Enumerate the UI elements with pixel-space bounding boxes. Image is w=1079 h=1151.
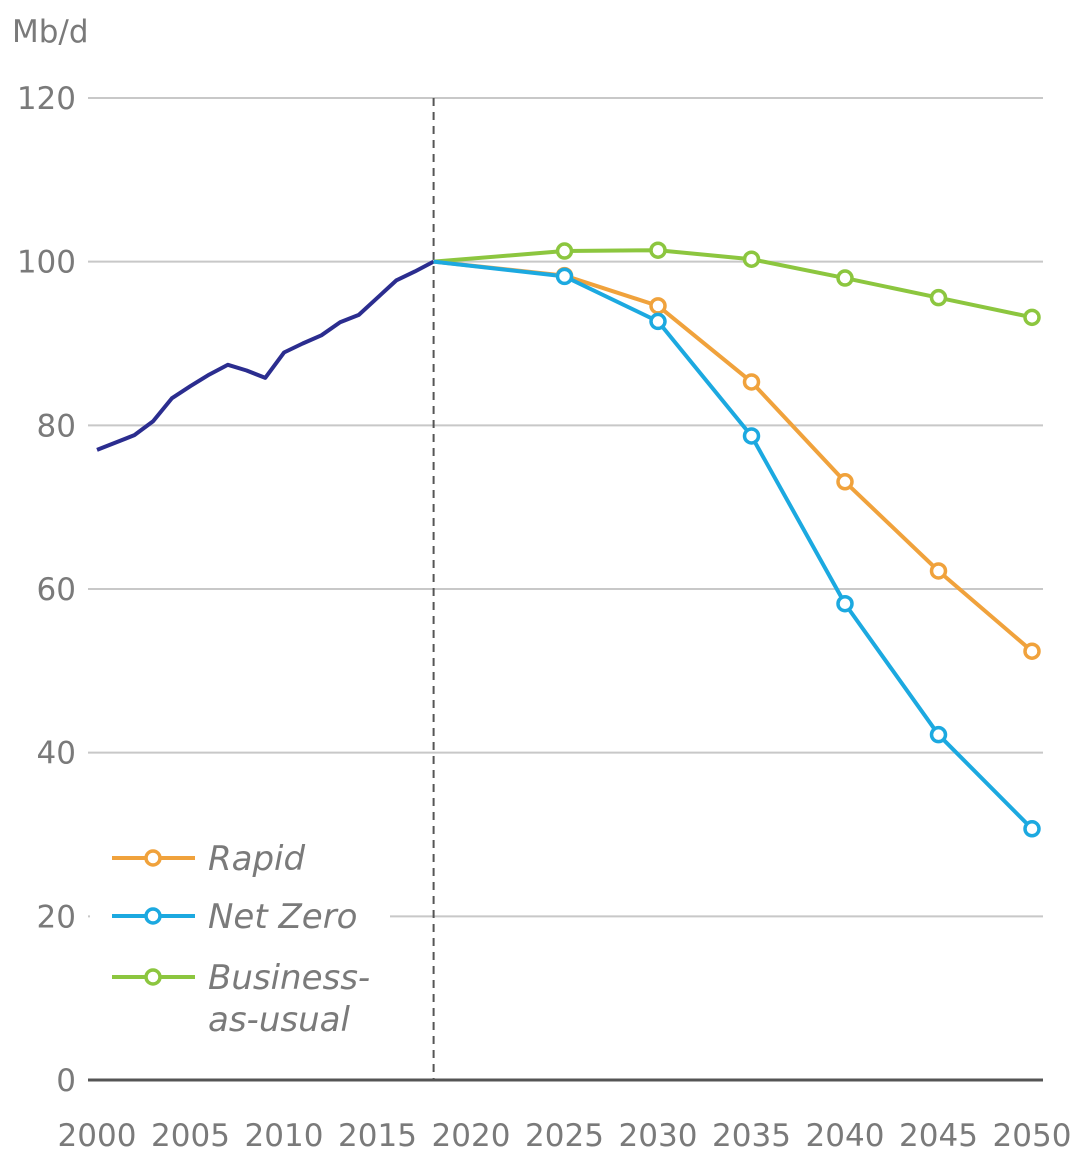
data-point (1025, 644, 1039, 658)
data-point (745, 375, 759, 389)
x-tick-label: 2015 (338, 1118, 417, 1151)
y-tick-label: 100 (17, 245, 76, 281)
data-point (745, 429, 759, 443)
data-point (932, 291, 946, 305)
x-tick-label: 2030 (619, 1118, 698, 1151)
y-tick-label: 60 (37, 572, 76, 608)
data-point (651, 314, 665, 328)
data-point (745, 252, 759, 266)
x-tick-label: 2010 (245, 1118, 324, 1151)
x-tick-label: 2050 (993, 1118, 1072, 1151)
x-tick-label: 2005 (151, 1118, 230, 1151)
x-axis-ticks: 2000 2005 2010 2015 2020 2025 2030 2035 2040 2045… (58, 1118, 1072, 1151)
data-point (838, 475, 852, 489)
gridlines (88, 98, 1043, 916)
legend: Rapid Net Zero Business-as-usual (90, 830, 390, 1040)
series-line-rapid (434, 262, 1032, 652)
data-point (838, 597, 852, 611)
legend-label: as-usual (208, 1000, 350, 1040)
legend-swatch-marker (146, 909, 160, 923)
legend-swatch-marker (146, 851, 160, 865)
y-tick-label: 80 (37, 408, 76, 444)
data-point (1025, 822, 1039, 836)
series-line-net-zero (434, 262, 1032, 829)
legend-label: Rapid (208, 839, 305, 879)
data-point (838, 271, 852, 285)
y-tick-label: 120 (17, 81, 76, 117)
x-tick-label: 2040 (806, 1118, 885, 1151)
x-tick-label: 2000 (58, 1118, 137, 1151)
y-tick-label: 40 (37, 736, 76, 772)
y-axis-unit-label: Mb/d (12, 14, 89, 50)
data-point (651, 243, 665, 257)
x-tick-label: 2035 (712, 1118, 791, 1151)
history-line (97, 262, 434, 450)
data-point (1025, 310, 1039, 324)
legend-label: Business- (208, 958, 370, 998)
x-tick-label: 2045 (899, 1118, 978, 1151)
y-axis-ticks: 0 20 40 60 80 100 120 (17, 81, 76, 1099)
series-lines (97, 250, 1032, 829)
x-tick-label: 2025 (525, 1118, 604, 1151)
series-markers (558, 243, 1040, 836)
data-point (932, 564, 946, 578)
data-point (558, 244, 572, 258)
y-tick-label: 20 (37, 899, 76, 935)
y-tick-label: 0 (56, 1063, 76, 1099)
data-point (932, 728, 946, 742)
data-point (558, 269, 572, 283)
data-point (651, 299, 665, 313)
legend-label: Net Zero (208, 897, 357, 937)
series-line-business-as-usual (434, 250, 1032, 317)
legend-swatch-marker (146, 970, 160, 984)
x-tick-label: 2020 (432, 1118, 511, 1151)
